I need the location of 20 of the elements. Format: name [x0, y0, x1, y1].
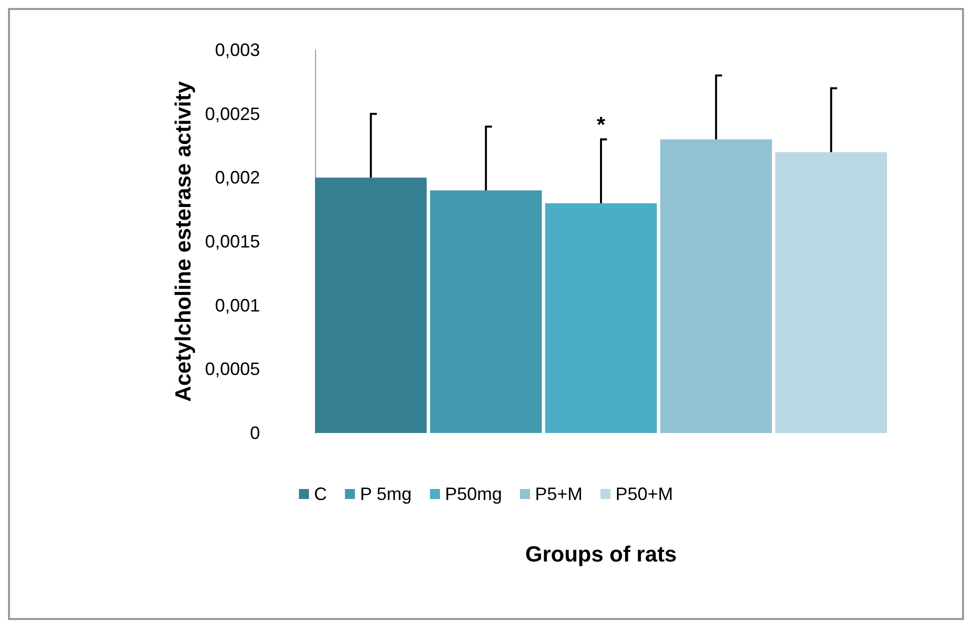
bar — [545, 203, 657, 433]
legend-label: P5+M — [535, 484, 583, 504]
y-tick-label: 0,0015 — [204, 232, 260, 252]
bar — [775, 152, 887, 433]
legend-label: P50mg — [444, 484, 502, 504]
y-tick-label: 0,002 — [214, 168, 260, 188]
y-tick-label: 0,001 — [214, 295, 260, 316]
legend-label: P50+M — [616, 484, 674, 504]
bar — [315, 178, 427, 433]
data-label: * — [596, 112, 606, 137]
y-tick-label: 0,0025 — [204, 104, 260, 124]
bar — [660, 139, 772, 433]
legend-label: P 5mg — [360, 484, 412, 504]
y-axis-title: Acetylcholine esterase activity — [170, 80, 196, 402]
legend-label: C — [314, 484, 327, 504]
bar — [430, 190, 542, 433]
x-axis-title: Groups of rats — [525, 542, 677, 566]
y-tick-label: 0 — [250, 423, 260, 443]
y-tick-label: 0,0005 — [204, 359, 260, 380]
y-tick-label: 0,003 — [214, 40, 260, 60]
